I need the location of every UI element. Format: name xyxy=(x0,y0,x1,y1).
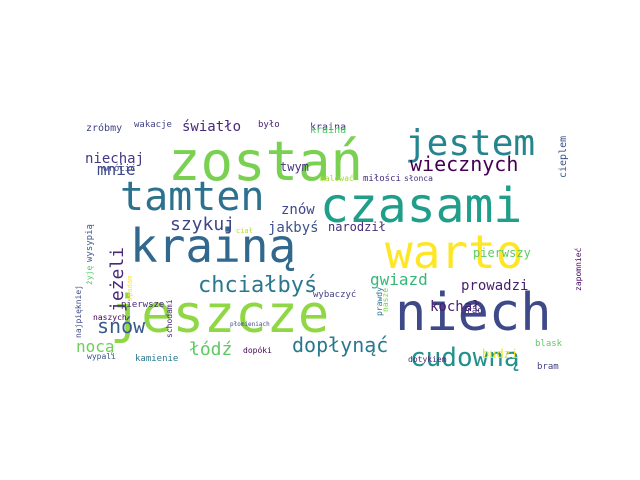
word-22: nocą xyxy=(76,337,115,356)
word-7: warto xyxy=(385,225,523,279)
word-59: spadam xyxy=(126,276,134,301)
word-47: schodami xyxy=(165,299,174,338)
word-46: płomieniach xyxy=(230,321,270,328)
word-16: dopłynąć xyxy=(292,333,388,357)
word-44: pierwsze xyxy=(121,300,164,310)
word-2: jestem xyxy=(405,123,535,164)
word-32: cieplem xyxy=(558,136,569,178)
word-18: mnie xyxy=(97,160,136,179)
word-57: dopóki xyxy=(243,345,272,355)
word-13: szykuj xyxy=(170,214,235,235)
word-51: grad xyxy=(461,306,483,316)
word-43: ciał xyxy=(236,227,253,235)
word-1: zostań xyxy=(168,130,363,193)
word-24: narodził xyxy=(328,220,386,234)
word-29: pierwszy xyxy=(473,246,531,260)
word-33: zróbmy xyxy=(86,122,122,134)
word-38: miłości xyxy=(363,173,401,184)
word-50: nasze xyxy=(381,288,390,312)
word-10: cudowną xyxy=(410,343,520,373)
word-54: bram xyxy=(537,362,559,372)
word-27: znów xyxy=(281,202,315,218)
word-55: wypali xyxy=(87,352,116,361)
word-48: wybaczyć xyxy=(313,289,356,300)
word-3: tamten xyxy=(120,174,265,220)
word-49: prawdy xyxy=(375,287,384,316)
word-40: wysypią xyxy=(85,224,95,262)
word-12: wiecznych xyxy=(410,152,518,176)
word-28: twym xyxy=(280,160,309,174)
word-58: dotykiem xyxy=(408,355,447,364)
word-25: kochał xyxy=(430,299,481,315)
word-19: niechaj xyxy=(85,151,144,167)
word-14: jeżeli xyxy=(107,247,128,312)
word-45: naszych xyxy=(93,313,127,322)
word-56: kamienie xyxy=(135,354,178,364)
word-17: gwiazd xyxy=(370,270,428,289)
word-11: chciałbyś xyxy=(198,273,317,298)
word-42: najpiękniej xyxy=(74,285,83,338)
word-26: prowadzi xyxy=(461,278,528,294)
word-23: jakbyś xyxy=(268,220,319,236)
word-20: światło xyxy=(182,119,241,135)
word-15: snów xyxy=(97,314,146,338)
word-8: jeszcze xyxy=(110,285,329,345)
word-21: łódź xyxy=(189,339,232,360)
word-5: kraina xyxy=(310,122,346,133)
word-52: zapomnieć xyxy=(573,247,583,291)
word-30: budzi xyxy=(482,347,518,361)
word-31: kraina xyxy=(310,125,346,136)
word-6: krainą xyxy=(130,219,296,273)
word-35: było xyxy=(258,120,280,130)
word-37: malować xyxy=(320,173,354,183)
word-39: słonca xyxy=(404,174,433,183)
word-34: wakacje xyxy=(134,120,172,130)
word-41: żyję xyxy=(85,266,94,285)
word-4: czasami xyxy=(320,178,522,234)
word-53: blask xyxy=(535,339,563,349)
word-9: niech xyxy=(395,283,552,343)
word-36: wrócić xyxy=(103,163,136,174)
